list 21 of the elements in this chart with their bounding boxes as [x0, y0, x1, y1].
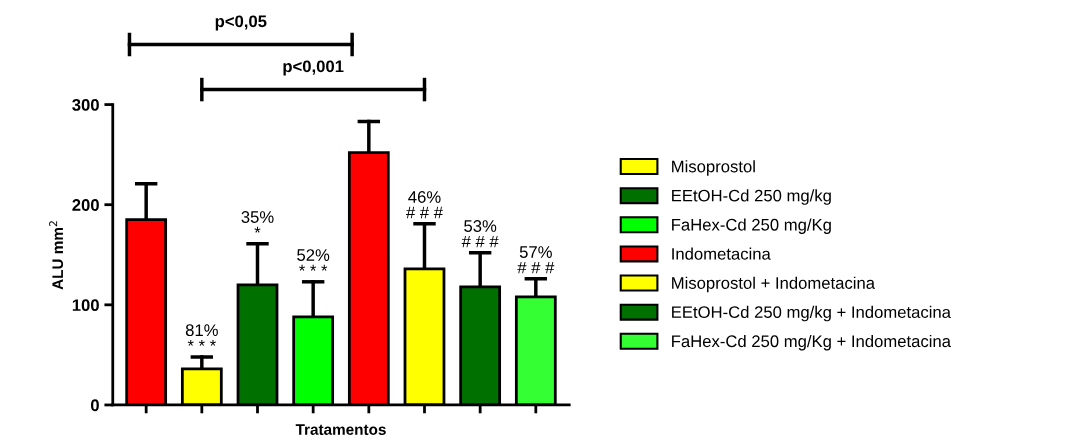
- x-axis-title: Tratamentos: [295, 424, 386, 435]
- y-tick-label: 200: [72, 199, 99, 211]
- annotation: 35% *: [241, 211, 274, 233]
- y-tick-label: 100: [72, 299, 99, 312]
- annotation: 81% * * *: [185, 324, 218, 346]
- annotation: 57% # # #: [517, 246, 555, 274]
- text: p<0,05: [215, 15, 267, 31]
- legend-label: Misoprostol: [672, 160, 755, 176]
- text: p<0,001: [283, 60, 344, 76]
- legend-label: EEtOH-Cd 250 mg/kg: [672, 189, 831, 205]
- y-tick-label: 300: [72, 98, 99, 111]
- legend-label: FaHex-Cd 250 mg/Kg: [672, 218, 831, 234]
- legend-label: FaHex-Cd 250 mg/Kg + Indometacina: [672, 334, 951, 351]
- y-tick-label: 0: [90, 399, 99, 412]
- legend-label: Indometacina: [672, 247, 771, 260]
- y-axis-title: ALU mm$^{2}$: [49, 221, 64, 290]
- annotation: 46% # # #: [406, 191, 443, 219]
- annotation: 52% * * *: [297, 249, 330, 271]
- legend-label: EEtOH-Cd 250 mg/kg + Indometacina: [672, 305, 951, 322]
- legend-label: Misoprostol + Indometacina: [672, 276, 876, 293]
- annotation: 53% # # #: [461, 220, 499, 248]
